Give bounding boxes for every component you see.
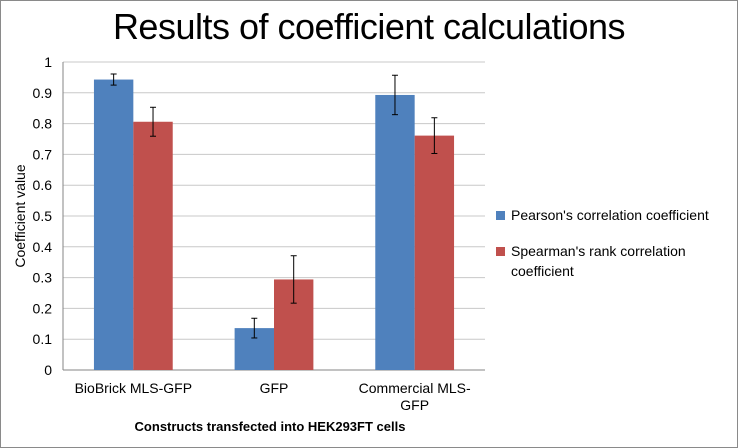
x-category-labels: BioBrick MLS-GFP GFP Commercial MLS-GFP <box>75 380 471 413</box>
y-tick-label: 0 <box>44 362 52 378</box>
legend: Pearson's correlation coefficient Spearma… <box>496 205 732 297</box>
legend-item: Pearson's correlation coefficient <box>496 205 732 225</box>
chart-title: Results of coefficient calculations <box>112 6 626 47</box>
y-tick-label: 1 <box>44 54 52 70</box>
bar <box>375 94 415 371</box>
bar <box>133 121 173 370</box>
legend-swatch <box>496 211 505 220</box>
y-tick-label: 0.9 <box>33 85 53 101</box>
y-tick-label: 0.2 <box>33 300 53 316</box>
y-tick-label: 0.8 <box>33 116 53 132</box>
bar <box>414 135 455 370</box>
y-tick-label: 0.5 <box>33 208 53 224</box>
x-axis-label: Constructs transfected into HEK293FT cel… <box>134 419 406 434</box>
x-category-label: Commercial MLS- <box>359 380 471 396</box>
y-tick-label: 0.1 <box>33 331 53 347</box>
x-category-label: GFP <box>260 380 289 396</box>
y-tick-label: 0.3 <box>33 270 53 286</box>
y-tick-label: 0.4 <box>33 239 53 255</box>
legend-label: Spearman's rank correlation coefficient <box>511 243 686 279</box>
bars <box>93 79 455 371</box>
y-tick-labels: 0 0.1 0.2 0.3 0.4 0.5 0.6 0.7 0.8 0.9 1 <box>33 54 53 378</box>
legend-label: Pearson's correlation coefficient <box>511 207 709 223</box>
y-tick-label: 0.7 <box>33 146 53 162</box>
y-tick-label: 0.6 <box>33 177 53 193</box>
legend-swatch <box>496 247 505 256</box>
y-axis-label: Coefficient value <box>12 164 28 267</box>
x-category-label: GFP <box>400 397 429 413</box>
error-bars <box>110 73 438 339</box>
x-category-label: BioBrick MLS-GFP <box>75 380 192 396</box>
legend-item: Spearman's rank correlation coefficient <box>496 241 732 281</box>
bar <box>93 79 134 370</box>
